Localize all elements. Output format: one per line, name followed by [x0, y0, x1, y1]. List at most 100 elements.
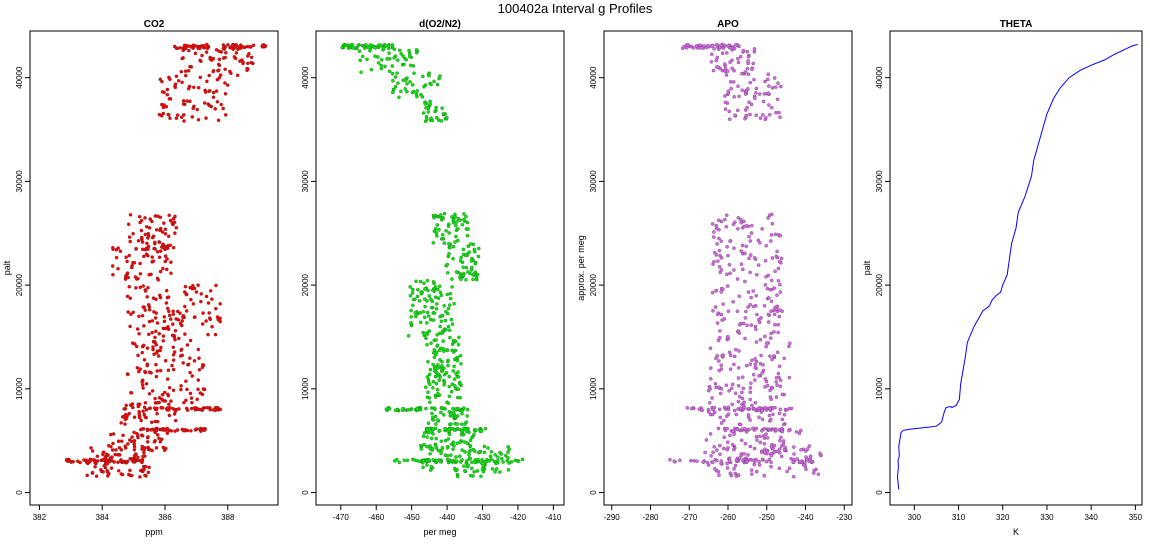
data-point-apo	[802, 463, 806, 467]
data-point-co2	[149, 371, 153, 375]
data-point-co2	[167, 402, 171, 407]
data-point-apo	[766, 91, 771, 95]
data-point-apo	[717, 236, 721, 241]
data-point-co2	[208, 89, 212, 93]
data-point-apo	[678, 458, 682, 463]
data-point-do2n2	[402, 458, 407, 463]
data-point-co2	[213, 408, 217, 413]
data-point-apo	[740, 396, 745, 401]
data-point-do2n2	[467, 250, 472, 254]
data-point-co2	[210, 324, 214, 329]
x-tick-label-theta: 350	[1129, 513, 1143, 522]
data-point-co2	[249, 45, 253, 49]
data-point-apo	[746, 407, 751, 412]
data-point-apo	[765, 436, 770, 440]
data-point-do2n2	[428, 317, 433, 322]
data-point-co2	[201, 387, 206, 391]
data-point-apo	[769, 299, 774, 304]
data-point-apo	[743, 336, 747, 341]
data-point-apo	[778, 233, 783, 238]
data-point-apo	[714, 43, 719, 47]
data-point-apo	[732, 408, 737, 413]
data-point-apo	[762, 473, 766, 478]
data-point-do2n2	[421, 465, 425, 470]
data-point-co2	[146, 236, 150, 240]
data-point-do2n2	[414, 48, 419, 52]
data-point-do2n2	[428, 400, 432, 404]
x-tick-label-apo: -260	[720, 513, 737, 522]
data-point-co2	[147, 332, 151, 337]
data-point-do2n2	[472, 271, 476, 276]
data-point-co2	[166, 392, 170, 397]
data-point-apo	[742, 224, 746, 229]
data-point-co2	[151, 259, 156, 263]
data-point-co2	[123, 422, 127, 426]
data-point-do2n2	[450, 215, 454, 219]
data-point-do2n2	[456, 370, 460, 374]
data-point-do2n2	[433, 395, 438, 399]
data-point-do2n2	[419, 290, 423, 294]
data-point-co2	[191, 106, 195, 111]
data-point-apo	[713, 410, 717, 414]
data-point-do2n2	[475, 272, 480, 277]
data-point-apo	[747, 100, 751, 104]
data-point-apo	[734, 43, 738, 47]
data-point-do2n2	[425, 330, 430, 335]
data-point-apo	[740, 88, 744, 92]
data-point-co2	[110, 448, 115, 452]
data-point-apo	[723, 107, 728, 111]
data-point-co2	[93, 459, 97, 463]
data-point-apo	[724, 213, 729, 217]
data-point-do2n2	[506, 468, 511, 472]
data-point-co2	[169, 271, 173, 275]
data-point-co2	[221, 106, 225, 111]
data-point-apo	[753, 378, 757, 382]
data-point-apo	[776, 330, 780, 335]
data-point-apo	[745, 323, 749, 328]
data-point-do2n2	[422, 315, 427, 320]
y-tick-label-co2: 10000	[15, 377, 24, 400]
data-point-co2	[189, 297, 193, 302]
data-point-apo	[736, 227, 740, 231]
data-point-apo	[760, 370, 765, 375]
data-point-apo	[725, 466, 730, 470]
data-point-do2n2	[357, 49, 362, 53]
data-point-co2	[217, 57, 222, 62]
data-point-apo	[741, 321, 746, 326]
data-point-apo	[717, 368, 721, 373]
data-point-do2n2	[439, 451, 443, 456]
x-tick-label-theta: 330	[1040, 513, 1054, 522]
data-point-apo	[730, 66, 734, 71]
data-point-co2	[93, 465, 97, 469]
data-point-apo	[770, 221, 775, 226]
data-point-co2	[136, 353, 140, 358]
data-point-apo	[710, 396, 714, 400]
data-point-apo	[757, 415, 761, 419]
data-point-co2	[129, 312, 133, 316]
data-point-apo	[762, 92, 767, 96]
data-point-co2	[150, 389, 155, 393]
data-point-apo	[736, 399, 741, 404]
data-point-do2n2	[429, 82, 433, 87]
data-point-apo	[758, 434, 762, 439]
data-point-apo	[706, 43, 710, 48]
data-point-co2	[182, 290, 187, 294]
data-point-do2n2	[429, 436, 434, 441]
data-point-co2	[174, 116, 179, 120]
data-point-apo	[783, 407, 788, 412]
panel-co2: CO2 382 384 386 388 0 10000 20000 30000 40000 pp…	[2, 19, 279, 537]
data-point-apo	[716, 259, 720, 263]
data-point-co2	[137, 314, 141, 319]
data-point-co2	[123, 444, 127, 448]
data-point-co2	[184, 428, 188, 432]
data-points-do2n2	[340, 42, 525, 479]
data-point-co2	[196, 387, 200, 392]
data-point-do2n2	[450, 277, 454, 281]
data-point-do2n2	[461, 247, 466, 252]
data-point-apo	[751, 372, 756, 377]
data-point-co2	[158, 228, 162, 233]
data-point-apo	[743, 70, 748, 74]
data-point-co2	[160, 230, 165, 234]
data-point-apo	[724, 73, 729, 77]
data-point-apo	[778, 282, 782, 287]
